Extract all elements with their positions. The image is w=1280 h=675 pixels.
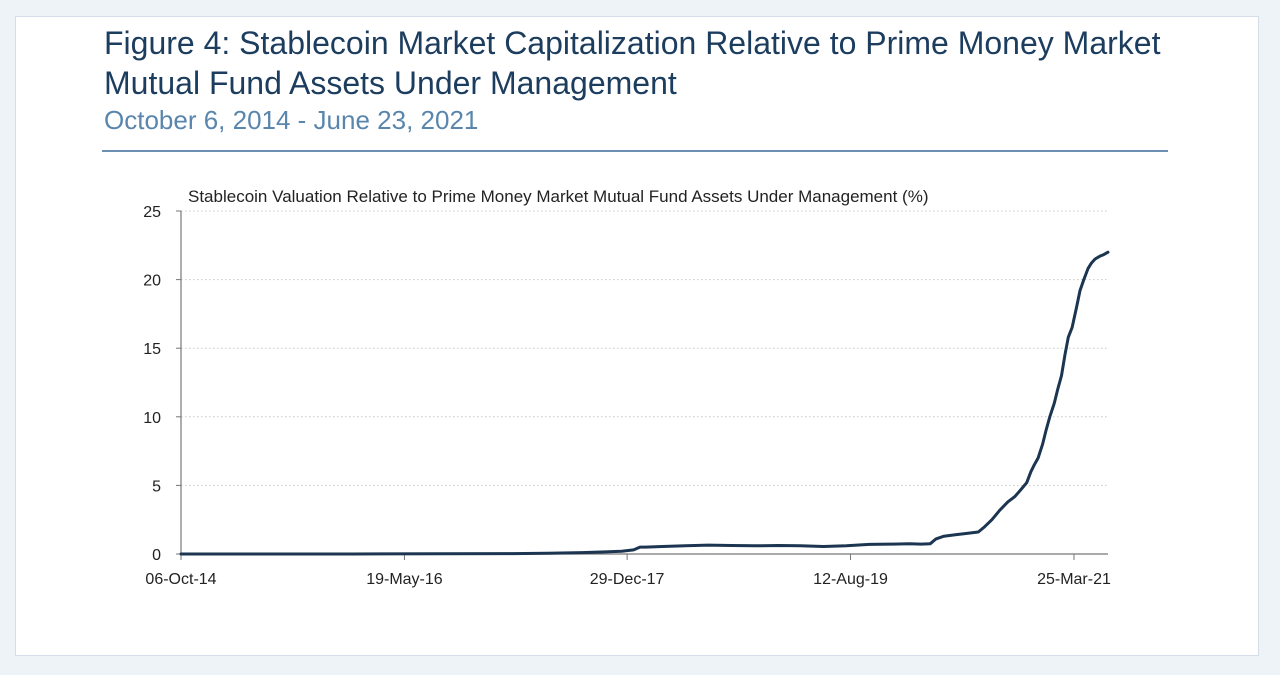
x-axis-ticks: 06-Oct-14 19-May-16 29-Dec-17 12-Aug-19 25-M… [145,554,1111,588]
gridlines [181,210,1108,486]
figure-title: Figure 4: Stablecoin Market Capitalizati… [104,25,1161,101]
y-tick-label: 0 [152,547,161,564]
title-divider [102,150,1168,152]
y-axis-ticks: 0 5 10 15 20 25 [143,204,181,564]
x-tick-label: 29-Dec-17 [590,571,665,588]
axes [180,211,1108,555]
x-tick-label: 06-Oct-14 [145,571,216,588]
y-tick-label: 10 [143,410,161,427]
x-tick-label: 25-Mar-21 [1037,571,1111,588]
y-tick-label: 25 [143,204,161,221]
series-line [179,250,1110,556]
x-tick-label: 12-Aug-19 [813,571,888,588]
y-tick-label: 15 [143,341,161,358]
y-tick-label: 20 [143,273,161,290]
x-tick-label: 19-May-16 [366,571,443,588]
y-tick-label: 5 [152,478,161,495]
figure-subtitle: October 6, 2014 - June 23, 2021 [104,105,479,135]
chart-title: Stablecoin Valuation Relative to Prime M… [188,187,928,206]
